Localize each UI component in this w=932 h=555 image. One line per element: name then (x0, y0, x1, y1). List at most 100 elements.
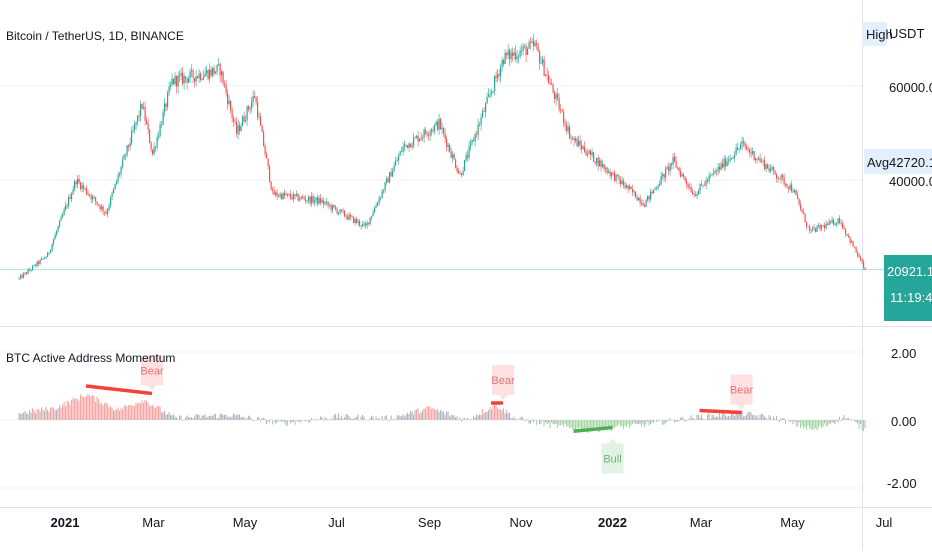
candle (357, 218, 359, 227)
price-pane[interactable] (0, 33, 884, 281)
indicator-pane[interactable]: Bear Bear Bull Bear (18, 355, 866, 474)
price-tick-60000: 60000.00 (889, 80, 932, 95)
candle (210, 65, 212, 78)
candle (495, 71, 497, 83)
histogram-bar (668, 420, 670, 422)
histogram-bar (752, 415, 754, 420)
histogram-bar (656, 420, 658, 422)
candle (627, 185, 629, 193)
histogram-bar (351, 418, 353, 420)
candle (521, 44, 523, 56)
candle (552, 82, 554, 94)
candle (23, 271, 25, 279)
candle (687, 183, 689, 191)
indicator-title[interactable]: BTC Active Address Momentum (6, 351, 175, 365)
indicator-axis[interactable]: 2.00 0.00 -2.00 (887, 346, 917, 491)
candle (437, 118, 439, 132)
candle (233, 115, 235, 127)
candle (848, 233, 850, 238)
candle (497, 68, 499, 83)
histogram-bar (846, 417, 848, 420)
candle (105, 208, 107, 215)
histogram-bar (501, 410, 503, 420)
histogram-bar (285, 420, 287, 426)
histogram-bar (776, 415, 778, 420)
candle (84, 187, 86, 191)
histogram-bar (797, 420, 799, 427)
histogram-bar (309, 420, 311, 423)
histogram-bar (125, 404, 127, 420)
histogram-bar (306, 420, 308, 421)
histogram-bar (18, 413, 20, 420)
bear-badge: Bear (491, 365, 515, 400)
histogram-bar (216, 418, 218, 420)
candle (264, 143, 266, 158)
histogram-bar (72, 397, 74, 420)
histogram-bar (548, 420, 550, 423)
histogram-bar (504, 413, 506, 420)
candle (837, 217, 839, 226)
histogram-bar (113, 410, 115, 420)
histogram-bar (864, 420, 866, 429)
histogram-bar (728, 415, 730, 420)
candle (396, 157, 398, 162)
histogram-bar (158, 405, 160, 420)
candle (788, 186, 790, 193)
candle (333, 204, 335, 209)
histogram-bar (291, 420, 293, 423)
histogram-bar (198, 414, 200, 420)
candle (560, 103, 562, 114)
histogram-bar (399, 415, 401, 420)
histogram-bar (266, 420, 268, 424)
candle (501, 56, 503, 72)
candle (224, 80, 226, 89)
candles (18, 33, 866, 281)
candle (287, 193, 289, 198)
candle (492, 90, 494, 94)
candle (540, 56, 542, 64)
histogram-bar (380, 419, 382, 421)
histogram-bar (221, 413, 223, 420)
histogram-bar (312, 419, 314, 421)
candle (339, 209, 341, 216)
candle (411, 142, 413, 150)
histogram-bar (101, 402, 103, 420)
candle (458, 167, 460, 175)
candle (602, 160, 604, 169)
histogram-bar (755, 416, 757, 420)
symbol-title[interactable]: Bitcoin / TetherUS, 1D, BINANCE (6, 29, 184, 43)
candle (590, 149, 592, 161)
candle (686, 177, 688, 189)
candle (647, 195, 649, 203)
histogram-bar (249, 416, 251, 420)
histogram-bar (471, 419, 473, 420)
histogram-bar (354, 417, 356, 420)
histogram-bar (585, 420, 587, 429)
histogram-bar (764, 416, 766, 420)
time-axis[interactable]: 2021 Mar May Jul Sep Nov 2022 Mar May Jul (51, 515, 893, 530)
histogram-bar (315, 419, 317, 421)
candle (164, 98, 166, 117)
candle (819, 223, 821, 232)
candle (65, 201, 67, 212)
histogram-bar (665, 420, 667, 424)
histogram-bar (564, 420, 566, 425)
histogram-bar (90, 396, 92, 420)
candle (428, 131, 430, 141)
histogram-bar (297, 420, 299, 423)
candle (722, 158, 724, 169)
histogram-bar (453, 415, 455, 420)
histogram-bar (164, 410, 166, 420)
candle (617, 173, 619, 178)
histogram-bar (161, 412, 163, 420)
candle (192, 68, 194, 83)
candle (237, 119, 239, 140)
candle (419, 138, 421, 142)
price-axis[interactable]: USDT High 60000.00 40000.00 Avg 42720.13… (862, 22, 932, 321)
histogram-bar (800, 420, 802, 429)
candle (284, 189, 286, 199)
candle (317, 194, 319, 207)
histogram-bar (714, 417, 716, 420)
